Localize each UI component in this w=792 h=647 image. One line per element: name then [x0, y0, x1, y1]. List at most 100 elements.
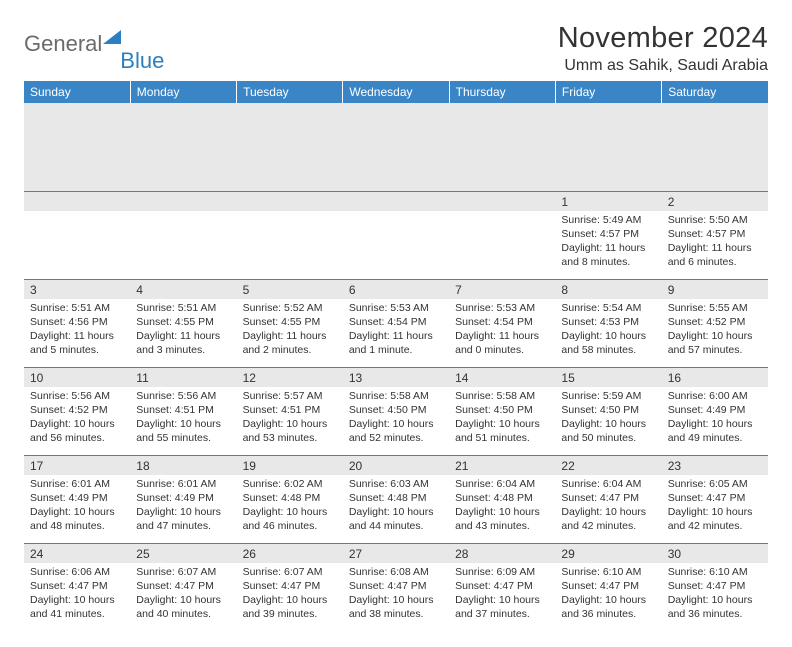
day-data: Sunrise: 5:51 AMSunset: 4:55 PMDaylight:…	[130, 299, 236, 362]
day-number: 29	[555, 544, 661, 563]
calendar-row: 1Sunrise: 5:49 AMSunset: 4:57 PMDaylight…	[24, 191, 768, 279]
day-data: Sunrise: 5:51 AMSunset: 4:56 PMDaylight:…	[24, 299, 130, 362]
day-data: Sunrise: 5:58 AMSunset: 4:50 PMDaylight:…	[449, 387, 555, 450]
month-title: November 2024	[558, 22, 768, 55]
day-cell: 27Sunrise: 6:08 AMSunset: 4:47 PMDayligh…	[343, 543, 449, 631]
logo: General Blue	[24, 22, 164, 66]
sail-icon	[103, 30, 121, 44]
calendar-page: General Blue November 2024 Umm as Sahik,…	[0, 0, 792, 647]
empty-cell	[449, 191, 555, 279]
day-number: 10	[24, 368, 130, 387]
day-data: Sunrise: 6:01 AMSunset: 4:49 PMDaylight:…	[24, 475, 130, 538]
day-number: 12	[237, 368, 343, 387]
day-cell: 8Sunrise: 5:54 AMSunset: 4:53 PMDaylight…	[555, 279, 661, 367]
day-cell: 9Sunrise: 5:55 AMSunset: 4:52 PMDaylight…	[662, 279, 768, 367]
day-cell: 22Sunrise: 6:04 AMSunset: 4:47 PMDayligh…	[555, 455, 661, 543]
day-data: Sunrise: 5:56 AMSunset: 4:51 PMDaylight:…	[130, 387, 236, 450]
weekday-header-cell: Thursday	[449, 81, 555, 103]
day-number: 6	[343, 280, 449, 299]
day-data: Sunrise: 5:53 AMSunset: 4:54 PMDaylight:…	[449, 299, 555, 362]
day-cell: 14Sunrise: 5:58 AMSunset: 4:50 PMDayligh…	[449, 367, 555, 455]
day-data: Sunrise: 6:06 AMSunset: 4:47 PMDaylight:…	[24, 563, 130, 626]
day-data: Sunrise: 6:04 AMSunset: 4:48 PMDaylight:…	[449, 475, 555, 538]
day-cell: 5Sunrise: 5:52 AMSunset: 4:55 PMDaylight…	[237, 279, 343, 367]
day-data: Sunrise: 6:05 AMSunset: 4:47 PMDaylight:…	[662, 475, 768, 538]
day-number: 19	[237, 456, 343, 475]
day-number: 14	[449, 368, 555, 387]
logo-word2: Blue	[120, 50, 164, 72]
day-cell: 23Sunrise: 6:05 AMSunset: 4:47 PMDayligh…	[662, 455, 768, 543]
day-number: 11	[130, 368, 236, 387]
day-cell: 7Sunrise: 5:53 AMSunset: 4:54 PMDaylight…	[449, 279, 555, 367]
day-data: Sunrise: 6:01 AMSunset: 4:49 PMDaylight:…	[130, 475, 236, 538]
day-number: 27	[343, 544, 449, 563]
day-cell: 18Sunrise: 6:01 AMSunset: 4:49 PMDayligh…	[130, 455, 236, 543]
day-number: 26	[237, 544, 343, 563]
day-cell: 24Sunrise: 6:06 AMSunset: 4:47 PMDayligh…	[24, 543, 130, 631]
day-cell: 26Sunrise: 6:07 AMSunset: 4:47 PMDayligh…	[237, 543, 343, 631]
day-cell: 25Sunrise: 6:07 AMSunset: 4:47 PMDayligh…	[130, 543, 236, 631]
day-cell: 13Sunrise: 5:58 AMSunset: 4:50 PMDayligh…	[343, 367, 449, 455]
day-data: Sunrise: 5:49 AMSunset: 4:57 PMDaylight:…	[555, 211, 661, 274]
day-cell: 19Sunrise: 6:02 AMSunset: 4:48 PMDayligh…	[237, 455, 343, 543]
day-number: 16	[662, 368, 768, 387]
calendar-row: 24Sunrise: 6:06 AMSunset: 4:47 PMDayligh…	[24, 543, 768, 631]
day-cell: 21Sunrise: 6:04 AMSunset: 4:48 PMDayligh…	[449, 455, 555, 543]
day-number: 1	[555, 192, 661, 211]
weekday-header-cell: Sunday	[24, 81, 130, 103]
day-cell: 17Sunrise: 6:01 AMSunset: 4:49 PMDayligh…	[24, 455, 130, 543]
day-number: 9	[662, 280, 768, 299]
day-number: 5	[237, 280, 343, 299]
day-number: 3	[24, 280, 130, 299]
empty-cell	[24, 191, 130, 279]
day-cell: 16Sunrise: 6:00 AMSunset: 4:49 PMDayligh…	[662, 367, 768, 455]
day-cell: 3Sunrise: 5:51 AMSunset: 4:56 PMDaylight…	[24, 279, 130, 367]
empty-cell	[343, 191, 449, 279]
day-cell: 20Sunrise: 6:03 AMSunset: 4:48 PMDayligh…	[343, 455, 449, 543]
day-data: Sunrise: 5:55 AMSunset: 4:52 PMDaylight:…	[662, 299, 768, 362]
day-number: 21	[449, 456, 555, 475]
day-number: 17	[24, 456, 130, 475]
calendar-row: 17Sunrise: 6:01 AMSunset: 4:49 PMDayligh…	[24, 455, 768, 543]
day-data: Sunrise: 6:00 AMSunset: 4:49 PMDaylight:…	[662, 387, 768, 450]
day-number: 2	[662, 192, 768, 211]
calendar-table: SundayMondayTuesdayWednesdayThursdayFrid…	[24, 81, 768, 631]
day-cell: 11Sunrise: 5:56 AMSunset: 4:51 PMDayligh…	[130, 367, 236, 455]
day-cell: 15Sunrise: 5:59 AMSunset: 4:50 PMDayligh…	[555, 367, 661, 455]
day-number: 25	[130, 544, 236, 563]
day-cell: 1Sunrise: 5:49 AMSunset: 4:57 PMDaylight…	[555, 191, 661, 279]
day-cell: 30Sunrise: 6:10 AMSunset: 4:47 PMDayligh…	[662, 543, 768, 631]
day-data: Sunrise: 5:59 AMSunset: 4:50 PMDaylight:…	[555, 387, 661, 450]
day-number: 15	[555, 368, 661, 387]
day-number: 4	[130, 280, 236, 299]
title-block: November 2024 Umm as Sahik, Saudi Arabia	[558, 22, 768, 75]
calendar-row: 3Sunrise: 5:51 AMSunset: 4:56 PMDaylight…	[24, 279, 768, 367]
day-data: Sunrise: 6:08 AMSunset: 4:47 PMDaylight:…	[343, 563, 449, 626]
day-data: Sunrise: 5:52 AMSunset: 4:55 PMDaylight:…	[237, 299, 343, 362]
day-data: Sunrise: 5:56 AMSunset: 4:52 PMDaylight:…	[24, 387, 130, 450]
day-cell: 10Sunrise: 5:56 AMSunset: 4:52 PMDayligh…	[24, 367, 130, 455]
day-data: Sunrise: 6:10 AMSunset: 4:47 PMDaylight:…	[555, 563, 661, 626]
day-data: Sunrise: 5:58 AMSunset: 4:50 PMDaylight:…	[343, 387, 449, 450]
day-number: 20	[343, 456, 449, 475]
day-cell: 6Sunrise: 5:53 AMSunset: 4:54 PMDaylight…	[343, 279, 449, 367]
logo-word1: General	[24, 33, 102, 55]
day-cell: 29Sunrise: 6:10 AMSunset: 4:47 PMDayligh…	[555, 543, 661, 631]
day-data: Sunrise: 5:53 AMSunset: 4:54 PMDaylight:…	[343, 299, 449, 362]
day-data: Sunrise: 6:07 AMSunset: 4:47 PMDaylight:…	[237, 563, 343, 626]
weekday-header: SundayMondayTuesdayWednesdayThursdayFrid…	[24, 81, 768, 103]
calendar-row: 10Sunrise: 5:56 AMSunset: 4:52 PMDayligh…	[24, 367, 768, 455]
day-number: 7	[449, 280, 555, 299]
weekday-header-cell: Friday	[555, 81, 661, 103]
weekday-header-cell: Wednesday	[343, 81, 449, 103]
day-data: Sunrise: 6:09 AMSunset: 4:47 PMDaylight:…	[449, 563, 555, 626]
day-number: 18	[130, 456, 236, 475]
empty-cell	[237, 191, 343, 279]
day-cell: 12Sunrise: 5:57 AMSunset: 4:51 PMDayligh…	[237, 367, 343, 455]
day-data: Sunrise: 6:04 AMSunset: 4:47 PMDaylight:…	[555, 475, 661, 538]
location: Umm as Sahik, Saudi Arabia	[558, 57, 768, 75]
day-number: 23	[662, 456, 768, 475]
day-number: 30	[662, 544, 768, 563]
weekday-header-cell: Saturday	[662, 81, 768, 103]
day-number: 13	[343, 368, 449, 387]
